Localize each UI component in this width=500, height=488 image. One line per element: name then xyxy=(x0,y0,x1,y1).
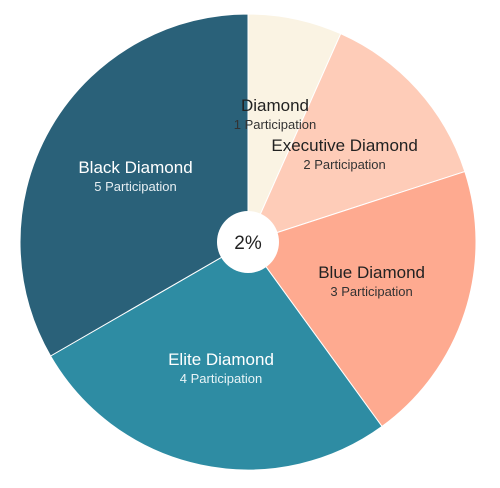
slice-label-executive-diamond: Executive Diamond xyxy=(271,136,417,155)
pie-slices xyxy=(19,13,477,471)
slice-sublabel-blue-diamond: 3 Participation xyxy=(330,284,412,299)
slice-label-blue-diamond: Blue Diamond xyxy=(318,263,425,282)
slice-executive-diamond xyxy=(247,33,466,243)
slice-label-diamond: Diamond xyxy=(241,96,309,115)
slice-label-elite-diamond: Elite Diamond xyxy=(168,350,274,369)
slice-elite-diamond xyxy=(49,241,383,471)
slice-blue-diamond xyxy=(247,170,477,428)
center-label: 2% xyxy=(234,233,262,254)
slice-sublabel-executive-diamond: 2 Participation xyxy=(303,157,385,172)
slice-label-black-diamond: Black Diamond xyxy=(78,158,192,177)
slice-sublabel-elite-diamond: 4 Participation xyxy=(180,371,262,386)
center-hole xyxy=(217,211,279,273)
pie-labels: Diamond 1 Participation Executive Diamond 2… xyxy=(78,96,425,386)
slice-sublabel-diamond: 1 Participation xyxy=(234,117,316,132)
slice-sublabel-black-diamond: 5 Participation xyxy=(94,179,176,194)
slice-black-diamond xyxy=(19,13,249,357)
